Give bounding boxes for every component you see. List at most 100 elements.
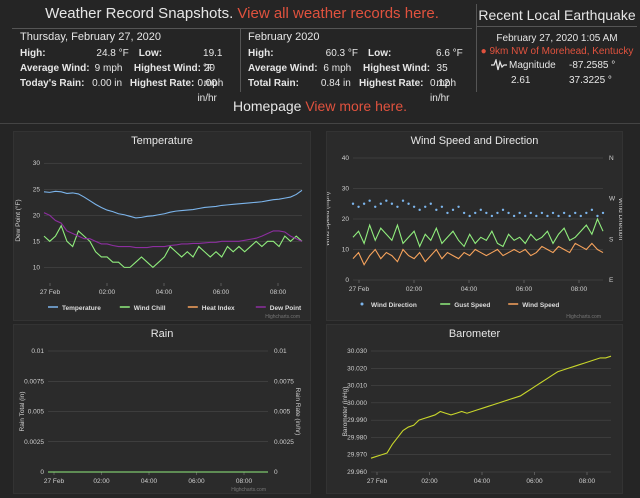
data-point: [524, 214, 527, 218]
y2-axis-label: Rain Rate (in/hr): [294, 388, 301, 436]
data-point: [585, 211, 588, 215]
day-heading: Thursday, February 27, 2020: [20, 31, 162, 43]
y-tick-label: 15: [33, 238, 41, 245]
y2-tick-label: E: [609, 277, 614, 284]
stat-label: Highest Wind:: [133, 63, 201, 74]
y2-tick-label: 0: [274, 469, 278, 476]
y-tick-label: 29.970: [347, 452, 367, 459]
x-tick-label: 04:00: [141, 478, 158, 485]
stat-label: Highest Wind:: [363, 63, 431, 74]
wind-svg: 0 10 20 30 40 E S W N 27 Feb 02:00 04:00 06:00 08:00 W…: [324, 155, 624, 320]
x-tick-label: 06:00: [526, 478, 543, 485]
data-point: [490, 214, 494, 218]
series-line: [370, 355, 612, 459]
data-point: [479, 208, 482, 212]
x-tick-label: 02:00: [93, 478, 110, 485]
data-point: [512, 214, 516, 218]
data-point: [440, 205, 444, 208]
legend-item: Wind Speed: [522, 302, 559, 309]
month-heading: February 2020: [248, 31, 320, 43]
month-avg-wind: 6 mph: [323, 63, 352, 74]
wind-chart: Wind Speed and Direction 0 10 20 30 40 E S W N 27…: [324, 131, 624, 321]
chart-title: Temperature: [131, 135, 193, 147]
y-tick-label: 30.020: [347, 365, 367, 372]
series-line: [43, 212, 303, 249]
snapshots-title-text: Weather Record Snapshots.: [45, 5, 234, 22]
x-tick-label: 04:00: [474, 478, 491, 485]
y-tick-label: 0: [40, 469, 44, 476]
data-point: [379, 202, 382, 205]
longitude-value: -87.2585 °: [569, 60, 616, 71]
earthquake-location-link[interactable]: 9km NW of Morehead, Kentucky: [489, 46, 634, 57]
chart-title: Wind Speed and Direction: [410, 135, 539, 147]
temperature-chart: Temperature 10 15 20 25 30 27 Feb 02:00 04:00 06…: [13, 131, 311, 321]
stat-label: Low:: [368, 48, 392, 59]
x-tick-label: 27 Feb: [367, 478, 388, 485]
earthquake-title: Recent Local Earthquake: [477, 4, 637, 27]
data-point: [562, 211, 566, 215]
y-tick-label: 30.000: [347, 400, 367, 407]
map-pin-icon: ●: [480, 46, 487, 57]
x-tick-label: 06:00: [516, 286, 533, 293]
day-high: 24.8 °F: [96, 48, 129, 59]
stat-label: Highest Rate:: [359, 78, 424, 89]
series-line: [43, 224, 303, 269]
data-point: [385, 199, 388, 202]
legend-item: Dew Point: [270, 305, 302, 312]
y-tick-label: 20: [342, 216, 350, 223]
month-stats: February 2020 High: 60.3 °F Low: 6.6 °F Ave…: [248, 31, 468, 104]
credits-text: Highcharts.com: [231, 487, 266, 493]
data-point: [457, 205, 460, 208]
series-line: [352, 217, 604, 248]
data-point: [374, 205, 377, 208]
y-tick-label: 30.030: [347, 348, 367, 355]
x-tick-label: 02:00: [421, 478, 438, 485]
month-high: 60.3 °F: [325, 48, 358, 59]
y2-tick-label: 0.005: [274, 409, 291, 416]
y2-tick-label: N: [609, 155, 614, 162]
month-highest-rate: 0.12 in/hr: [430, 78, 450, 104]
legend-item: Wind Direction: [371, 302, 417, 309]
divider: [0, 123, 640, 124]
x-tick-label: 06:00: [213, 289, 230, 296]
x-tick-label: 08:00: [236, 478, 253, 485]
data-point: [351, 202, 355, 205]
y2-tick-label: S: [609, 236, 614, 243]
series-line: [352, 242, 604, 266]
stat-label: Average Wind:: [20, 63, 90, 74]
y-tick-label: 25: [33, 186, 41, 193]
x-tick-label: 27 Feb: [40, 289, 61, 296]
day-rain: 0.00 in: [92, 78, 123, 89]
data-point: [557, 214, 560, 218]
y-tick-label: 40: [342, 155, 350, 162]
divider: [240, 28, 241, 92]
view-more-link[interactable]: View more here.: [305, 98, 408, 114]
y2-tick-label: 0.0025: [274, 439, 294, 446]
y-tick-label: 29.980: [347, 434, 367, 441]
data-point: [435, 208, 438, 212]
y-axis-label: Dew Point (°F): [14, 199, 22, 241]
x-tick-label: 02:00: [99, 289, 116, 296]
data-point: [368, 199, 371, 202]
data-point: [529, 211, 532, 215]
stat-label: Low:: [138, 48, 163, 59]
y-tick-label: 0.005: [28, 409, 45, 416]
divider: [12, 28, 472, 29]
view-all-records-link[interactable]: View all weather records here.: [237, 5, 439, 22]
barometer-svg: 29.960 29.970 29.980 29.990 30.000 30.010 30.0…: [342, 348, 612, 485]
data-point: [390, 202, 394, 205]
data-point: [579, 214, 582, 218]
y-tick-label: 30: [33, 160, 41, 167]
magnitude-value: 2.61: [511, 75, 531, 86]
day-stats: Thursday, February 27, 2020 High: 24.8 °F…: [20, 31, 235, 104]
earthquake-panel: Recent Local Earthquake February 27, 202…: [476, 4, 637, 92]
data-point: [396, 205, 399, 208]
x-tick-label: 04:00: [461, 286, 478, 293]
legend-marker: [360, 302, 364, 306]
y-tick-label: 0: [345, 277, 349, 284]
data-point: [507, 211, 510, 215]
barometer-chart: Barometer 29.960 29.970 29.980 29.990 30.000…: [326, 324, 623, 494]
x-tick-label: 02:00: [406, 286, 423, 293]
credits-text: Highcharts.com: [265, 314, 300, 320]
data-point: [546, 214, 549, 218]
